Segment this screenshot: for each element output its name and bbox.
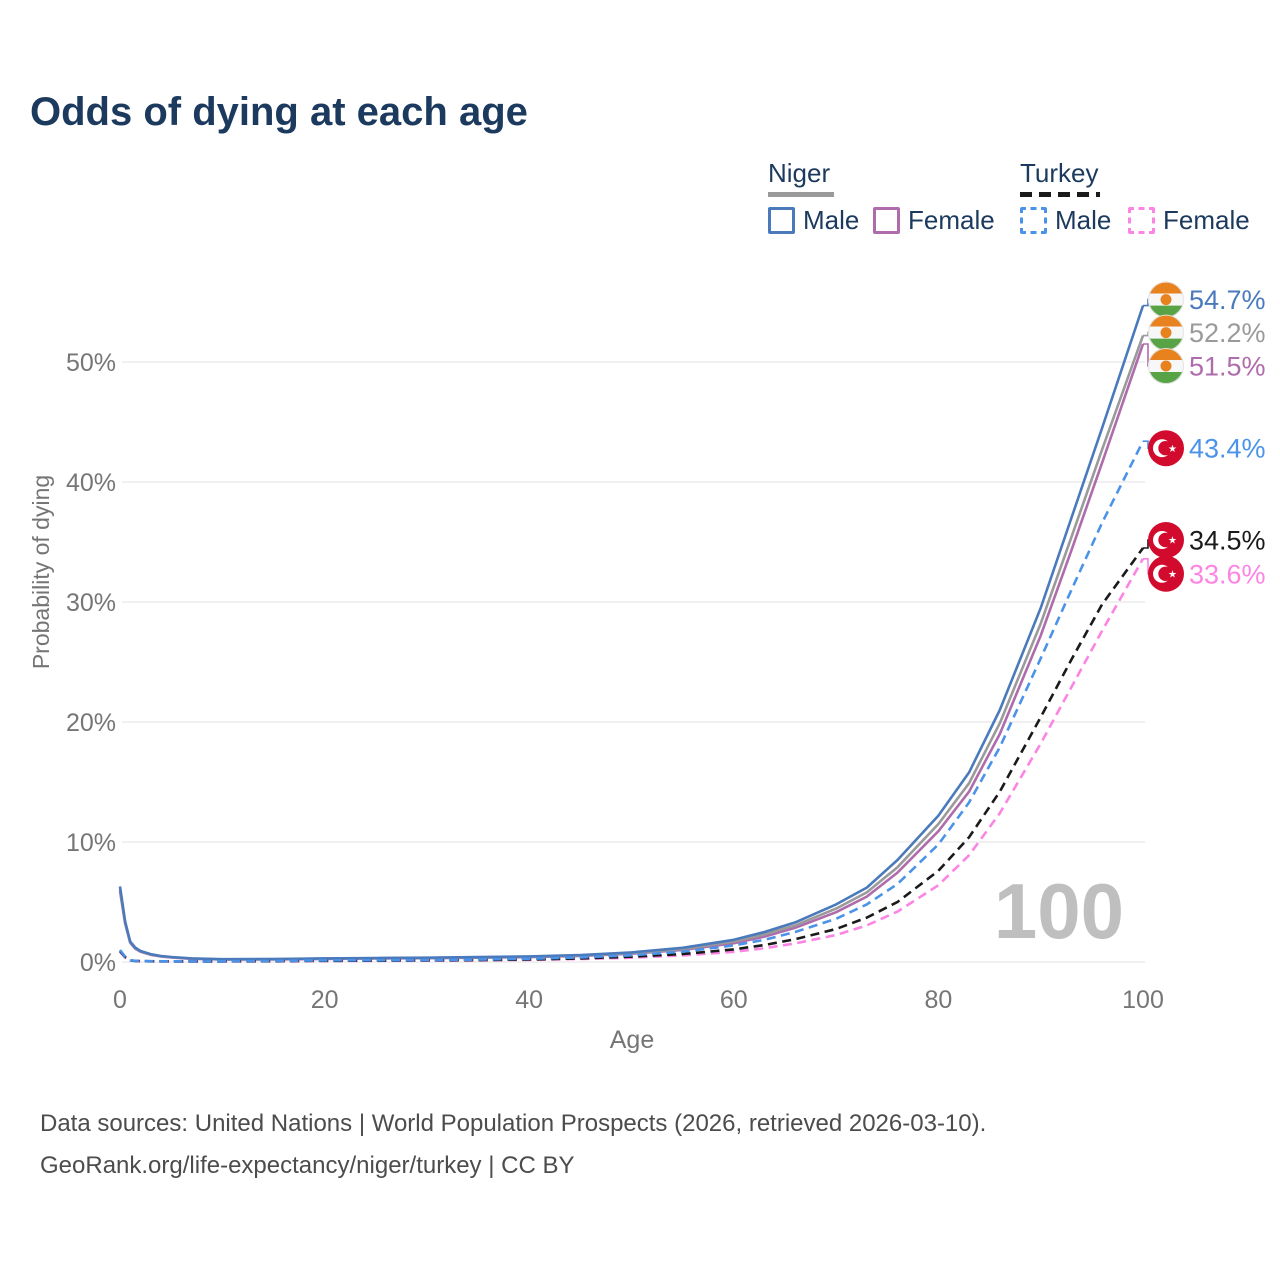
legend-group-turkey-label: Turkey xyxy=(1020,158,1099,188)
series-line-turkey-male[interactable] xyxy=(118,440,1145,963)
page-title: Odds of dying at each age xyxy=(30,90,528,134)
y-tick-label: 30% xyxy=(66,589,116,617)
niger-flag-icon xyxy=(1148,314,1184,351)
series-line-niger-male[interactable] xyxy=(118,305,1145,961)
footer-sources: Data sources: United Nations | World Pop… xyxy=(40,1110,987,1137)
legend-item-turkey-female[interactable]: Female xyxy=(1128,205,1250,236)
series-line-niger-female[interactable] xyxy=(118,343,1145,961)
legend-item-niger-female[interactable]: Female xyxy=(873,205,995,236)
legend: Niger Male Female Turkey Male Female xyxy=(0,0,1280,250)
legend-item-label: Male xyxy=(803,205,860,235)
legend-swatch-turkey-both xyxy=(1020,192,1100,197)
x-tick-label: 40 xyxy=(515,986,543,1014)
series-line-niger-both[interactable] xyxy=(118,335,1145,961)
svg-text:★: ★ xyxy=(1168,569,1177,580)
y-tick-label: 0% xyxy=(80,949,116,977)
end-value-label-turkey-both: 34.5% xyxy=(1189,526,1266,556)
niger-flag-icon xyxy=(1148,348,1184,384)
x-tick-label: 60 xyxy=(720,986,748,1014)
legend-item-turkey-male[interactable]: Male xyxy=(1020,205,1111,236)
hover-age-watermark: 100 xyxy=(993,867,1124,955)
legend-item-label: Male xyxy=(1055,205,1112,235)
legend-item-label: Female xyxy=(908,205,995,235)
x-axis-title: Age xyxy=(610,1026,654,1054)
y-axis-title: Probability of dying xyxy=(28,475,54,669)
legend-swatch-turkey-male xyxy=(1020,207,1047,234)
y-tick-label: 50% xyxy=(66,349,116,377)
niger-flag-icon xyxy=(1148,281,1184,318)
end-value-label-turkey-female: 33.6% xyxy=(1189,559,1266,589)
x-tick-label: 80 xyxy=(924,986,952,1014)
end-value-label-niger-both: 52.2% xyxy=(1189,318,1266,348)
y-tick-label: 40% xyxy=(66,469,116,497)
legend-swatch-niger-both xyxy=(768,192,834,197)
svg-text:★: ★ xyxy=(1168,444,1177,455)
turkey-flag-icon: ★ xyxy=(1148,555,1184,592)
turkey-flag-icon: ★ xyxy=(1148,522,1184,558)
series-line-turkey-female[interactable] xyxy=(119,558,1145,963)
svg-text:★: ★ xyxy=(1168,536,1177,547)
turkey-flag-icon: ★ xyxy=(1148,430,1184,467)
legend-item-label: Female xyxy=(1163,205,1250,235)
y-tick-label: 10% xyxy=(66,829,116,857)
footer-attribution: GeoRank.org/life-expectancy/niger/turkey… xyxy=(40,1152,575,1179)
legend-item-niger-male[interactable]: Male xyxy=(768,205,859,236)
end-value-label-niger-male: 54.7% xyxy=(1189,285,1266,315)
legend-swatch-niger-male xyxy=(768,207,795,234)
x-tick-label: 20 xyxy=(311,986,339,1014)
x-tick-label: 0 xyxy=(113,986,127,1014)
end-value-label-niger-female: 51.5% xyxy=(1189,352,1266,382)
legend-swatch-turkey-female xyxy=(1128,207,1155,234)
x-tick-label: 100 xyxy=(1122,986,1164,1014)
y-tick-label: 20% xyxy=(66,709,116,737)
legend-group-niger-label: Niger xyxy=(768,158,831,188)
end-value-label-turkey-male: 43.4% xyxy=(1189,434,1266,464)
legend-swatch-niger-female xyxy=(873,207,900,234)
